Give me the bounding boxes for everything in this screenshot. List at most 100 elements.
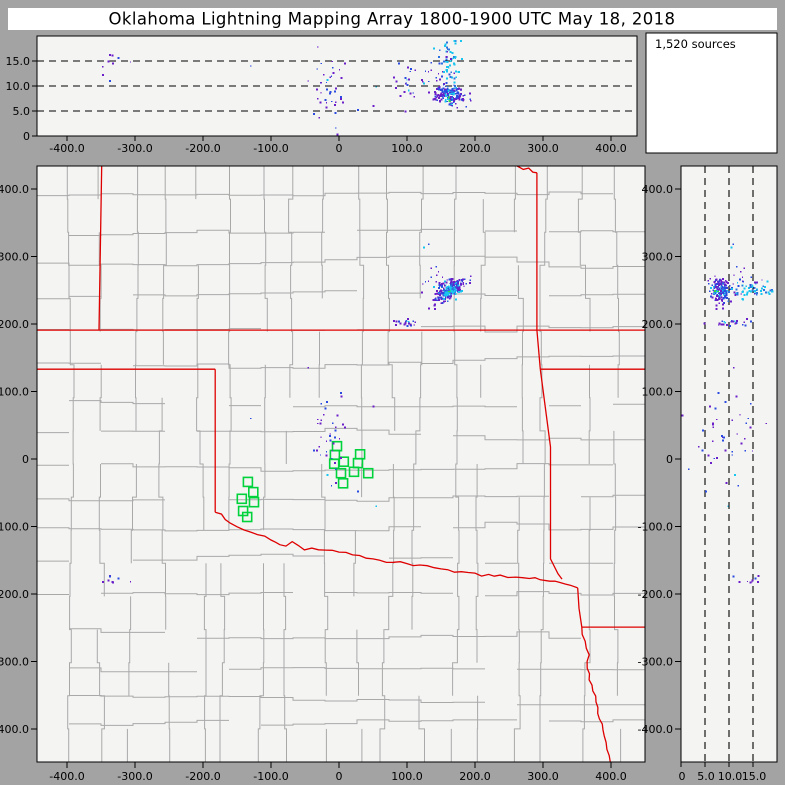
lightning-point (713, 287, 715, 289)
lightning-point (428, 80, 430, 83)
lightning-point (449, 91, 451, 93)
lightning-point (451, 292, 453, 295)
county-line (69, 695, 645, 706)
lightning-point (338, 438, 341, 440)
tick-label: 0 (679, 770, 686, 783)
lightning-point (462, 100, 464, 102)
lightning-point (454, 87, 456, 89)
lightning-point (718, 298, 721, 301)
lightning-point (736, 291, 739, 294)
lightning-point (718, 287, 720, 289)
lightning-point (725, 292, 728, 295)
lightning-point (713, 290, 716, 293)
lightning-point (465, 283, 467, 285)
lightning-point (453, 72, 455, 74)
lightning-point (452, 93, 455, 96)
lightning-point (715, 286, 718, 289)
lightning-point (434, 95, 437, 98)
lightning-point (756, 289, 758, 291)
lightning-point (344, 426, 347, 429)
lightning-point (404, 110, 407, 113)
lightning-point (745, 422, 747, 424)
lightning-point (714, 297, 717, 300)
lightning-point (331, 457, 333, 460)
lightning-point (109, 54, 111, 57)
lightning-point (451, 51, 454, 54)
lightning-point (449, 298, 451, 300)
lightning-point (448, 99, 451, 102)
lightning-point (395, 87, 397, 89)
lightning-point (751, 285, 753, 288)
tick-label: -100.0 (253, 770, 288, 783)
lightning-point (403, 91, 406, 93)
tick-label: 200.0 (642, 318, 674, 331)
tick-label: 200.0 (0, 318, 29, 331)
lightning-point (732, 575, 735, 578)
lightning-point (436, 99, 439, 101)
lightning-point (440, 285, 443, 288)
lightning-point (453, 290, 456, 293)
lightning-point (460, 94, 462, 96)
lightning-point (721, 436, 724, 438)
lightning-point (341, 101, 344, 104)
lightning-point (741, 290, 744, 293)
lightning-point (323, 413, 325, 416)
tick-label: -300.0 (117, 142, 152, 155)
lightning-point (440, 62, 443, 65)
lightning-point (735, 321, 738, 324)
lightning-point (456, 280, 459, 283)
lightning-point (434, 298, 437, 301)
lightning-point (440, 95, 442, 97)
lightning-point (716, 418, 718, 421)
county-line (353, 166, 365, 762)
lightning-point (735, 395, 738, 398)
tick-label: 100.0 (391, 770, 423, 783)
lightning-point (462, 282, 464, 284)
lightning-point (433, 285, 436, 288)
lightning-point (751, 579, 754, 582)
lightning-point (711, 284, 714, 287)
tick-label: -200.0 (185, 770, 220, 783)
lightning-point (338, 68, 341, 71)
lightning-point (334, 103, 337, 106)
lma-station-marker (242, 476, 254, 488)
lightning-point (442, 60, 445, 63)
lightning-point (741, 298, 744, 301)
lightning-point (455, 92, 458, 95)
lightning-point (324, 407, 327, 410)
lightning-point (445, 281, 448, 284)
lightning-point (462, 283, 464, 286)
lightning-point (458, 288, 461, 291)
lightning-point (433, 303, 436, 306)
lightning-point (317, 97, 319, 100)
lightning-point (448, 95, 450, 98)
lightning-point (744, 324, 747, 327)
lightning-point (107, 579, 110, 582)
lightning-point (765, 291, 767, 294)
lightning-point (452, 98, 454, 101)
lightning-point (722, 290, 725, 293)
lightning-point (404, 77, 407, 79)
lightning-point (445, 61, 447, 63)
lightning-point (460, 39, 463, 42)
lightning-point (336, 414, 339, 417)
lightning-point (725, 285, 727, 287)
lightning-point (438, 100, 441, 103)
lightning-point (712, 423, 714, 426)
lightning-point (718, 322, 721, 325)
lightning-point (325, 440, 328, 443)
lightning-point (454, 283, 456, 285)
lightning-point (441, 95, 444, 98)
tick-label: -200.0 (185, 142, 220, 155)
lightning-point (307, 80, 310, 82)
lightning-point (357, 109, 359, 111)
lightning-point (453, 285, 455, 287)
lightning-point (722, 278, 725, 280)
title-bar-background (8, 8, 777, 30)
lightning-point (455, 283, 458, 285)
lightning-point (444, 300, 446, 302)
lightning-point (444, 88, 447, 91)
lightning-point (443, 92, 445, 95)
lightning-point (469, 98, 471, 100)
